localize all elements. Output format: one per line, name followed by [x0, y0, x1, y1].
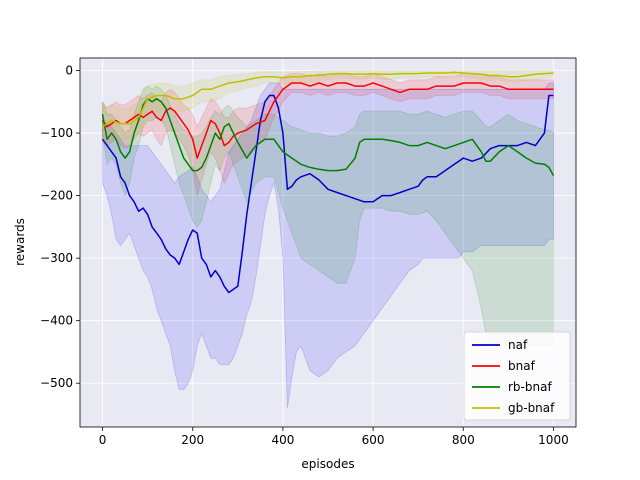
- x-tick-label: 1000: [538, 433, 569, 447]
- x-tick-label: 800: [452, 433, 475, 447]
- gb-bnaf-band: [102, 70, 554, 147]
- legend: naf bnaf rb-bnaf gb-bnaf: [463, 331, 571, 421]
- rb-bnaf-line: [101, 97, 555, 176]
- y-tick-label: 0: [65, 64, 73, 78]
- axes: [79, 57, 577, 428]
- y-tick-label: −200: [40, 189, 73, 203]
- bnaf-band: [102, 73, 554, 196]
- naf-band: [102, 82, 554, 409]
- y-tick-label: −500: [40, 376, 73, 390]
- y-axis-ticks: 0 −100 −200 −300 −400 −500: [40, 64, 80, 390]
- legend-label-rb-bnaf: rb-bnaf: [508, 380, 552, 394]
- legend-box: [463, 331, 571, 421]
- y-tick-label: −100: [40, 126, 73, 140]
- x-tick-label: 400: [271, 433, 294, 447]
- legend-label-bnaf: bnaf: [508, 359, 536, 373]
- y-tick-label: −400: [40, 314, 73, 328]
- bnaf-line: [101, 82, 554, 159]
- x-tick-label: 0: [99, 433, 107, 447]
- gb-bnaf-line: [102, 71, 554, 128]
- series-lines: [101, 71, 555, 294]
- grid: [80, 58, 576, 427]
- x-axis-title: episodes: [301, 457, 354, 471]
- x-tick-label: 600: [362, 433, 385, 447]
- naf-line: [101, 94, 554, 294]
- y-axis-title: rewards: [13, 218, 27, 266]
- legend-label-naf: naf: [508, 338, 528, 352]
- y-tick-label: −300: [40, 251, 73, 265]
- legend-label-gb-bnaf: gb-bnaf: [508, 401, 555, 415]
- x-axis-ticks: 0 200 400 600 800 1000: [99, 427, 569, 447]
- x-tick-label: 200: [181, 433, 204, 447]
- axes-frame: [79, 57, 577, 428]
